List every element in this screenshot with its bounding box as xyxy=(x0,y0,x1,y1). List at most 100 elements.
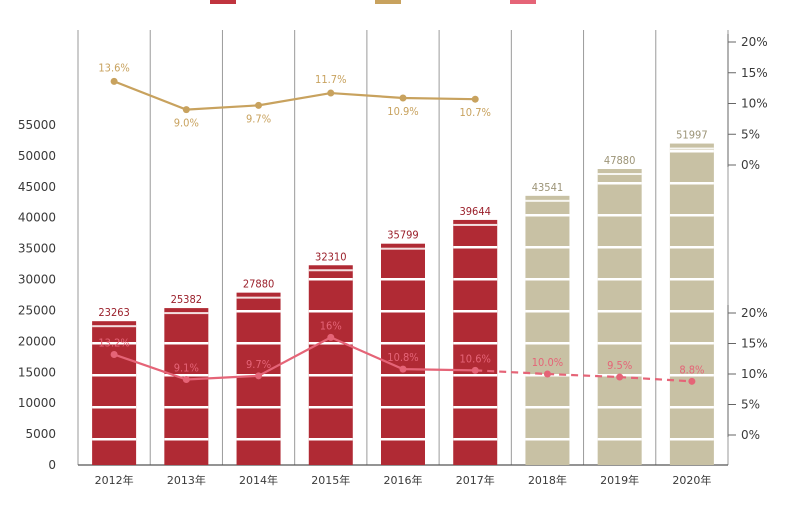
bar-stripe xyxy=(669,150,714,153)
y-left-tick-label: 0 xyxy=(48,458,56,472)
y-right-lower-tick-label: 15% xyxy=(741,337,768,351)
bar-stripe xyxy=(381,278,425,281)
bar-stripe xyxy=(381,342,425,345)
y-left-tick-label: 35000 xyxy=(18,242,56,256)
lower-line-point xyxy=(399,365,407,373)
bar-stripe xyxy=(92,374,137,377)
bar-body xyxy=(92,321,137,465)
legend-swatch-3 xyxy=(510,0,536,4)
bar-stripe xyxy=(308,406,353,409)
bar-stripe xyxy=(308,438,353,441)
legend-swatch-2 xyxy=(375,0,401,4)
x-tick-label: 2019年 xyxy=(600,473,639,487)
y-right-upper-tick-label: 10% xyxy=(741,97,768,111)
upper-line-point xyxy=(255,101,263,109)
bar-value-label: 35799 xyxy=(387,229,418,242)
bar-stripe xyxy=(669,246,714,249)
bar-stripe xyxy=(236,406,281,409)
bar-stripe xyxy=(597,173,642,176)
lower-growth-line xyxy=(113,336,476,381)
x-tick-label: 2016年 xyxy=(384,473,423,487)
x-tick-label: 2018年 xyxy=(528,473,567,487)
bar-stripe xyxy=(236,310,281,313)
y-left-tick-label: 55000 xyxy=(18,118,56,132)
legend-swatch-1 xyxy=(210,0,236,4)
lower-line-label: 9.5% xyxy=(607,359,632,372)
lower-line-point xyxy=(616,373,624,381)
lower-line-label: 10.8% xyxy=(387,351,418,364)
y-left-tick-label: 15000 xyxy=(18,365,56,379)
bar-stripe xyxy=(525,406,570,409)
bar-stripe xyxy=(308,374,353,377)
bar-2018年 xyxy=(525,195,570,465)
y-right-lower-tick-label: 5% xyxy=(741,398,760,412)
bar-2016年 xyxy=(381,243,425,465)
upper-line-label: 9.0% xyxy=(174,117,199,130)
bar-value-label: 23263 xyxy=(98,306,129,319)
upper-line-point xyxy=(110,77,118,85)
bar-stripe xyxy=(525,246,570,249)
upper-line-label: 10.9% xyxy=(387,105,418,118)
bar-stripe xyxy=(525,214,570,217)
x-tick-label: 2012年 xyxy=(95,473,134,487)
bar-stripe xyxy=(597,406,642,409)
bar-stripe xyxy=(669,310,714,313)
lower-line-label: 10.0% xyxy=(532,356,563,369)
lower-line-point xyxy=(543,370,551,378)
lower-line-label: 13.2% xyxy=(98,336,129,349)
upper-line-label: 13.6% xyxy=(98,61,129,74)
lower-line-label: 9.1% xyxy=(174,361,199,374)
lines xyxy=(110,77,696,385)
y-left-tick-label: 30000 xyxy=(18,273,56,287)
x-tick-label: 2015年 xyxy=(311,473,350,487)
data-labels: 23263 25382 27880 32310 35799 39644 43541 47880… xyxy=(98,61,707,376)
bar-value-label: 43541 xyxy=(532,181,563,194)
bar-stripe xyxy=(669,374,714,377)
bar-stripe xyxy=(669,278,714,281)
bar-stripe xyxy=(381,374,425,377)
bar-stripe xyxy=(669,214,714,217)
upper-line-point xyxy=(399,94,407,102)
bar-stripe xyxy=(525,438,570,441)
bar-stripe xyxy=(453,278,498,281)
bar-stripe xyxy=(308,342,353,345)
bar-stripe xyxy=(92,438,137,441)
bar-stripe xyxy=(236,342,281,345)
bar-stripe xyxy=(92,406,137,409)
bar-stripe xyxy=(381,438,425,441)
bar-stripe xyxy=(669,406,714,409)
bar-stripe xyxy=(597,246,642,249)
bar-2015年 xyxy=(308,265,353,465)
bar-stripe xyxy=(525,310,570,313)
y-right-upper-tick-label: 20% xyxy=(741,35,768,49)
x-tick-label: 2013年 xyxy=(167,473,206,487)
bar-2020年 xyxy=(669,143,714,465)
bar-value-label: 47880 xyxy=(604,154,635,167)
x-tick-label: 2020年 xyxy=(672,473,711,487)
y-left-tick-label: 5000 xyxy=(25,427,56,441)
bar-stripe xyxy=(164,312,209,315)
lower-line-point xyxy=(471,366,479,374)
lower-line-point xyxy=(327,333,335,341)
bar-2012年 xyxy=(92,321,137,465)
bar-stripe xyxy=(92,325,137,328)
bar-stripe xyxy=(236,438,281,441)
legend xyxy=(210,0,536,4)
bar-stripe xyxy=(453,310,498,313)
bar-stripe xyxy=(92,342,137,345)
y-left-tick-label: 10000 xyxy=(18,396,56,410)
y-right-lower-tick-label: 0% xyxy=(741,428,760,442)
bar-stripe xyxy=(597,278,642,281)
y-left-tick-label: 40000 xyxy=(18,211,56,225)
bar-stripe xyxy=(308,310,353,313)
upper-line-label: 10.7% xyxy=(460,106,491,119)
lower-line-label: 16% xyxy=(320,319,342,332)
y-left-tick-label: 50000 xyxy=(18,149,56,163)
bar-stripe xyxy=(525,342,570,345)
y-left-tick-label: 45000 xyxy=(18,180,56,194)
bar-stripe xyxy=(597,182,642,185)
bar-body xyxy=(381,243,425,465)
bar-value-label: 27880 xyxy=(243,278,274,291)
y-left-tick-label: 20000 xyxy=(18,334,56,348)
y-right-upper-tick-label: 15% xyxy=(741,66,768,80)
